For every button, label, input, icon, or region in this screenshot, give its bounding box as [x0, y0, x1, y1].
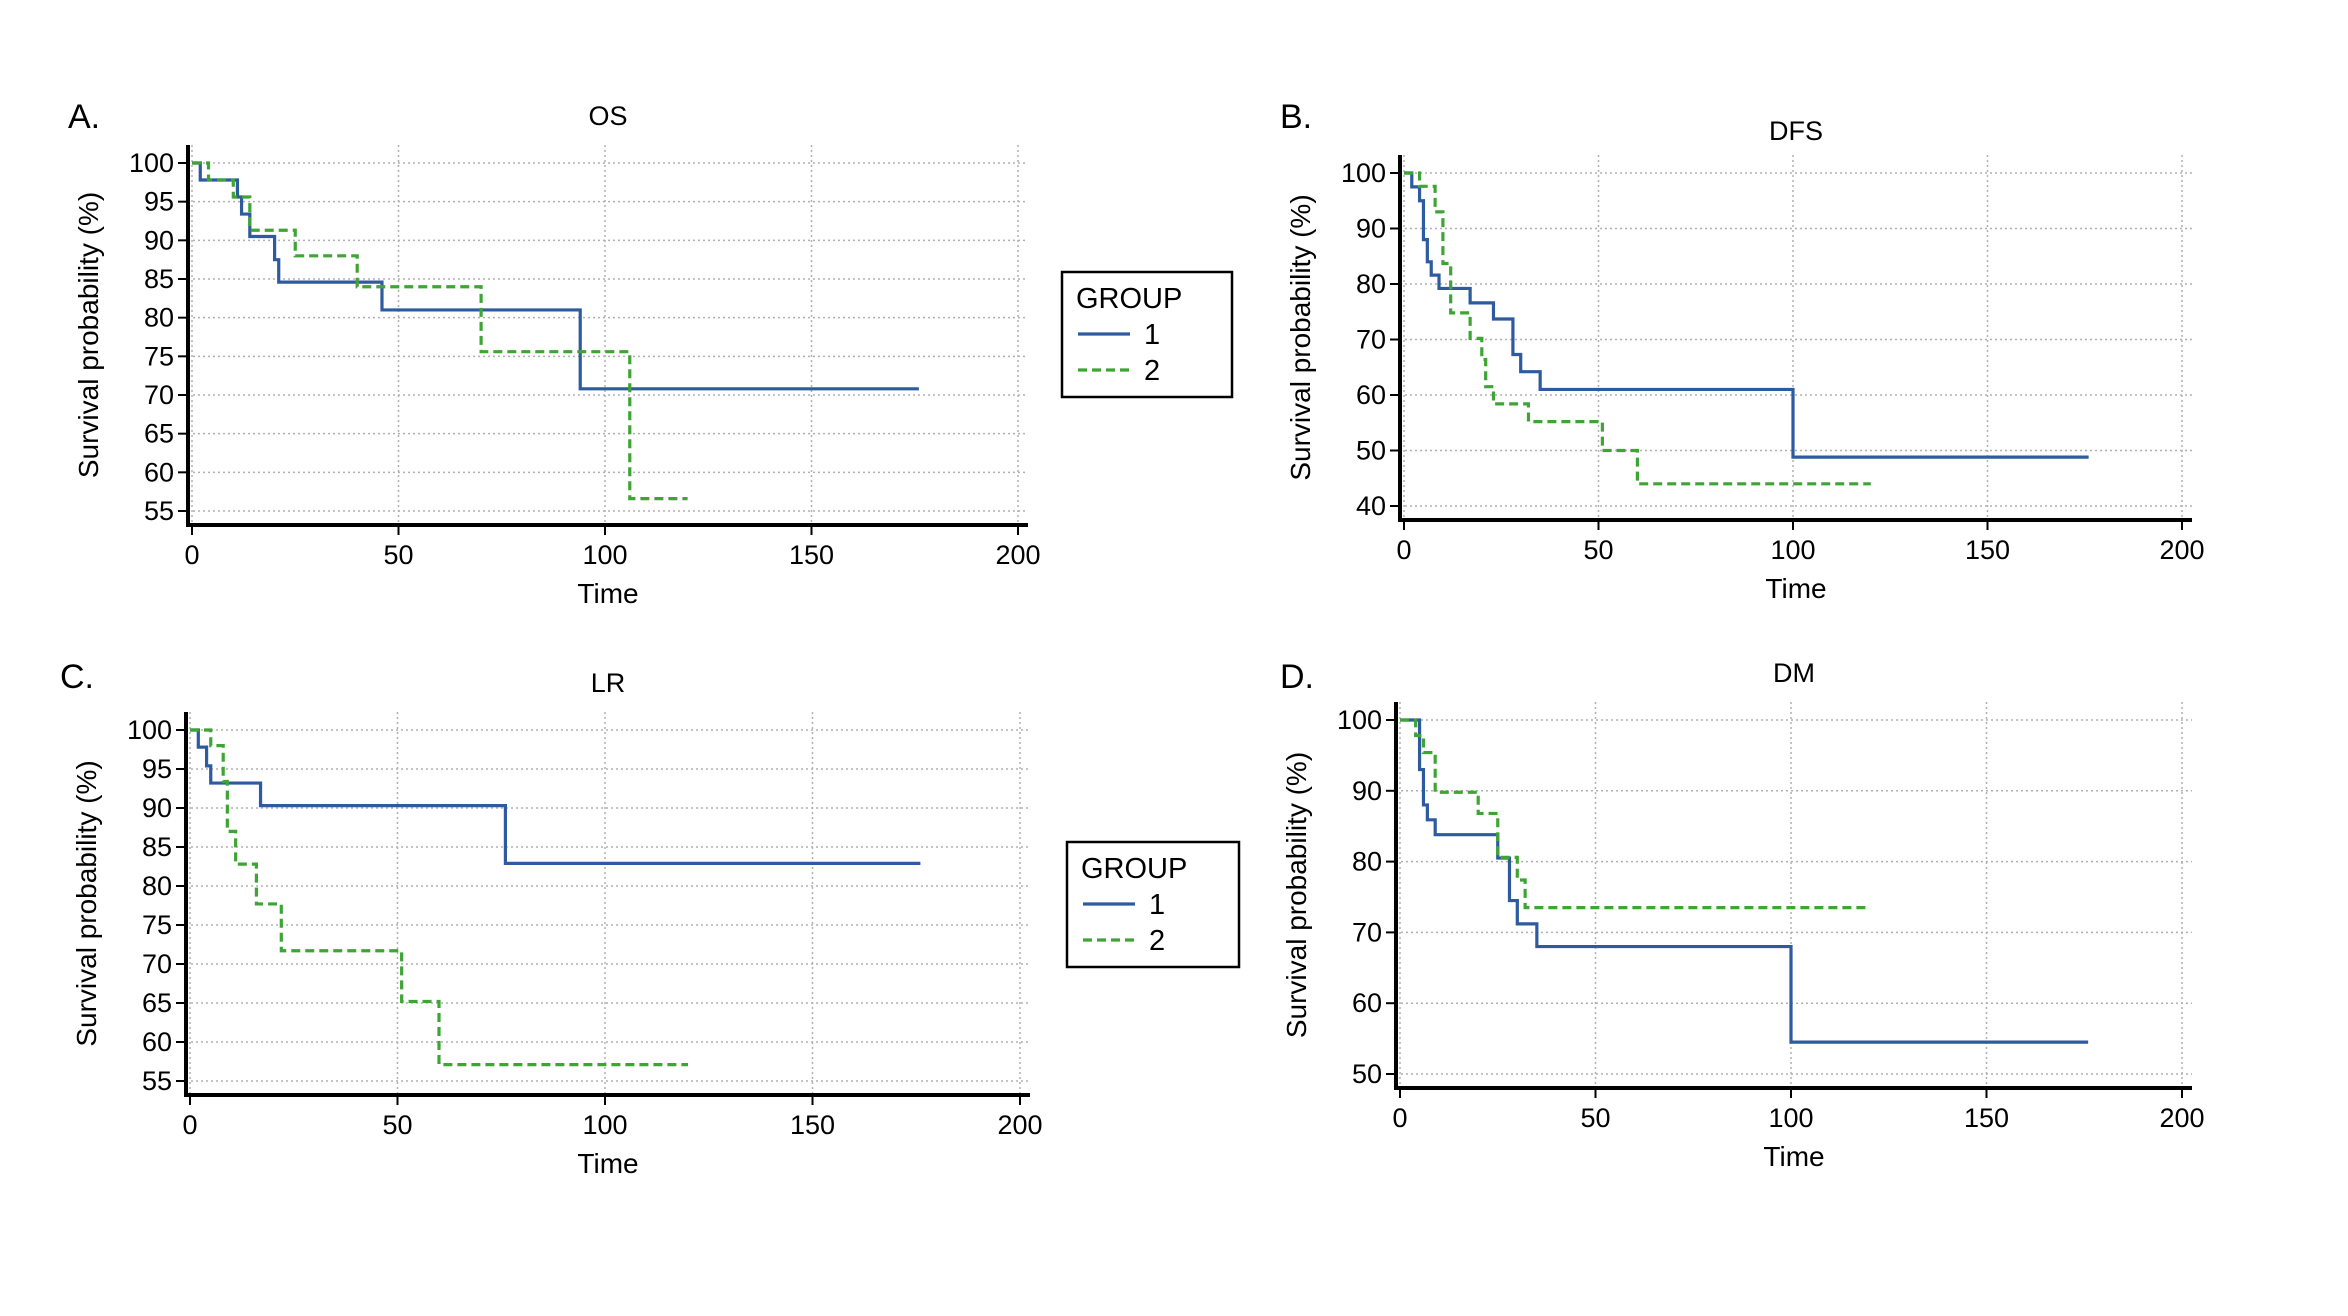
y-axis-title: Survival probability (%)	[73, 192, 104, 478]
series-2-curve	[190, 728, 688, 1067]
y-tick-label: 60	[1352, 988, 1382, 1018]
y-tick-label: 55	[142, 1066, 172, 1096]
y-tick-label: 90	[144, 225, 174, 255]
panel-lr: C. LR 55 60 65 70 75 80 85 90 95 100 0 50 100 150 200 Tim…	[60, 658, 1241, 1179]
legend: GROUP 1 2	[1060, 270, 1234, 399]
x-tick-label: 200	[995, 540, 1040, 570]
series-1-curve	[1400, 718, 2089, 1044]
x-axis-title: Time	[1765, 573, 1826, 604]
x-tick-label: 150	[789, 540, 834, 570]
y-tick-label: 95	[142, 754, 172, 784]
x-tick-label: 200	[2159, 535, 2204, 565]
x-tick-label: 0	[1396, 535, 1411, 565]
panel-letter: B.	[1280, 98, 1312, 136]
panel-dm: D. DM 50 60 70 80 90 100 0 50 100 150 200 Time Surviva…	[1280, 658, 2205, 1172]
y-tick-label: 60	[1356, 380, 1386, 410]
chart-title: DFS	[1769, 116, 1823, 146]
legend-label-1: 1	[1144, 319, 1160, 351]
y-tick-label: 80	[1352, 847, 1382, 877]
y-tick-label: 90	[1356, 214, 1386, 244]
y-tick-label: 60	[142, 1027, 172, 1057]
x-tick-label: 200	[997, 1110, 1042, 1140]
y-tick-label: 50	[1352, 1059, 1382, 1089]
y-tick-label: 100	[1337, 705, 1382, 735]
y-tick-label: 100	[1341, 158, 1386, 188]
series-2-curve	[1400, 718, 1870, 910]
y-axis-title: Survival probability (%)	[1285, 194, 1316, 480]
y-tick-label: 90	[1352, 776, 1382, 806]
panel-letter: C.	[60, 658, 94, 696]
x-tick-label: 50	[1580, 1103, 1610, 1133]
y-tick-label: 85	[144, 264, 174, 294]
y-tick-label: 70	[1352, 917, 1382, 947]
y-tick-label: 80	[1356, 269, 1386, 299]
x-tick-label: 100	[1768, 1103, 1813, 1133]
x-tick-label: 200	[2159, 1103, 2204, 1133]
y-tick-label: 70	[144, 380, 174, 410]
y-axis-title: Survival probability (%)	[71, 760, 102, 1046]
series-1-curve	[190, 728, 921, 865]
panel-dfs: B. DFS 40 50 60 70 80 90 100 0 50 100 150 200 Time Surv…	[1280, 98, 2205, 604]
x-tick-label: 150	[1965, 535, 2010, 565]
y-tick-label: 85	[142, 832, 172, 862]
x-axis-title: Time	[577, 1148, 638, 1179]
chart-title: OS	[588, 101, 627, 131]
x-tick-label: 50	[382, 1110, 412, 1140]
x-tick-label: 150	[790, 1110, 835, 1140]
legend-label-2: 2	[1144, 355, 1160, 387]
y-tick-label: 80	[142, 871, 172, 901]
y-tick-label: 60	[144, 457, 174, 487]
y-tick-label: 100	[127, 715, 172, 745]
y-tick-label: 65	[142, 988, 172, 1018]
y-tick-label: 75	[144, 341, 174, 371]
x-tick-label: 100	[582, 1110, 627, 1140]
legend-label-2: 2	[1149, 925, 1165, 957]
y-tick-label: 50	[1356, 436, 1386, 466]
legend-title: GROUP	[1076, 283, 1182, 315]
chart-title: LR	[591, 668, 626, 698]
series-2-curve	[1404, 171, 1871, 486]
y-tick-label: 65	[144, 419, 174, 449]
panel-letter: D.	[1280, 658, 1314, 696]
y-tick-label: 40	[1356, 491, 1386, 521]
x-tick-label: 100	[582, 540, 627, 570]
y-axis-title: Survival probability (%)	[1281, 752, 1312, 1038]
legend-label-1: 1	[1149, 889, 1165, 921]
y-tick-label: 95	[144, 187, 174, 217]
x-tick-label: 0	[184, 540, 199, 570]
legend-title: GROUP	[1081, 853, 1187, 885]
x-tick-label: 100	[1770, 535, 1815, 565]
x-tick-label: 0	[182, 1110, 197, 1140]
y-tick-label: 70	[1356, 325, 1386, 355]
series-1-curve	[1404, 171, 2089, 459]
y-tick-label: 80	[144, 303, 174, 333]
x-axis-title: Time	[577, 578, 638, 609]
series-1-curve	[192, 161, 919, 391]
panel-os: A. OS 55 60 65 70 75 80 85 90 95 100 0 50 100 150 200 Tim…	[68, 98, 1234, 609]
y-tick-label: 100	[129, 148, 174, 178]
y-tick-label: 70	[142, 949, 172, 979]
y-tick-label: 55	[144, 496, 174, 526]
panel-letter: A.	[68, 98, 100, 136]
series-2-curve	[192, 161, 688, 501]
x-tick-label: 50	[383, 540, 413, 570]
chart-title: DM	[1773, 658, 1815, 688]
legend: GROUP 1 2	[1065, 840, 1241, 969]
x-tick-label: 150	[1964, 1103, 2009, 1133]
y-tick-label: 75	[142, 910, 172, 940]
x-tick-label: 0	[1392, 1103, 1407, 1133]
y-tick-label: 90	[142, 793, 172, 823]
x-axis-title: Time	[1763, 1141, 1824, 1172]
x-tick-label: 50	[1583, 535, 1613, 565]
